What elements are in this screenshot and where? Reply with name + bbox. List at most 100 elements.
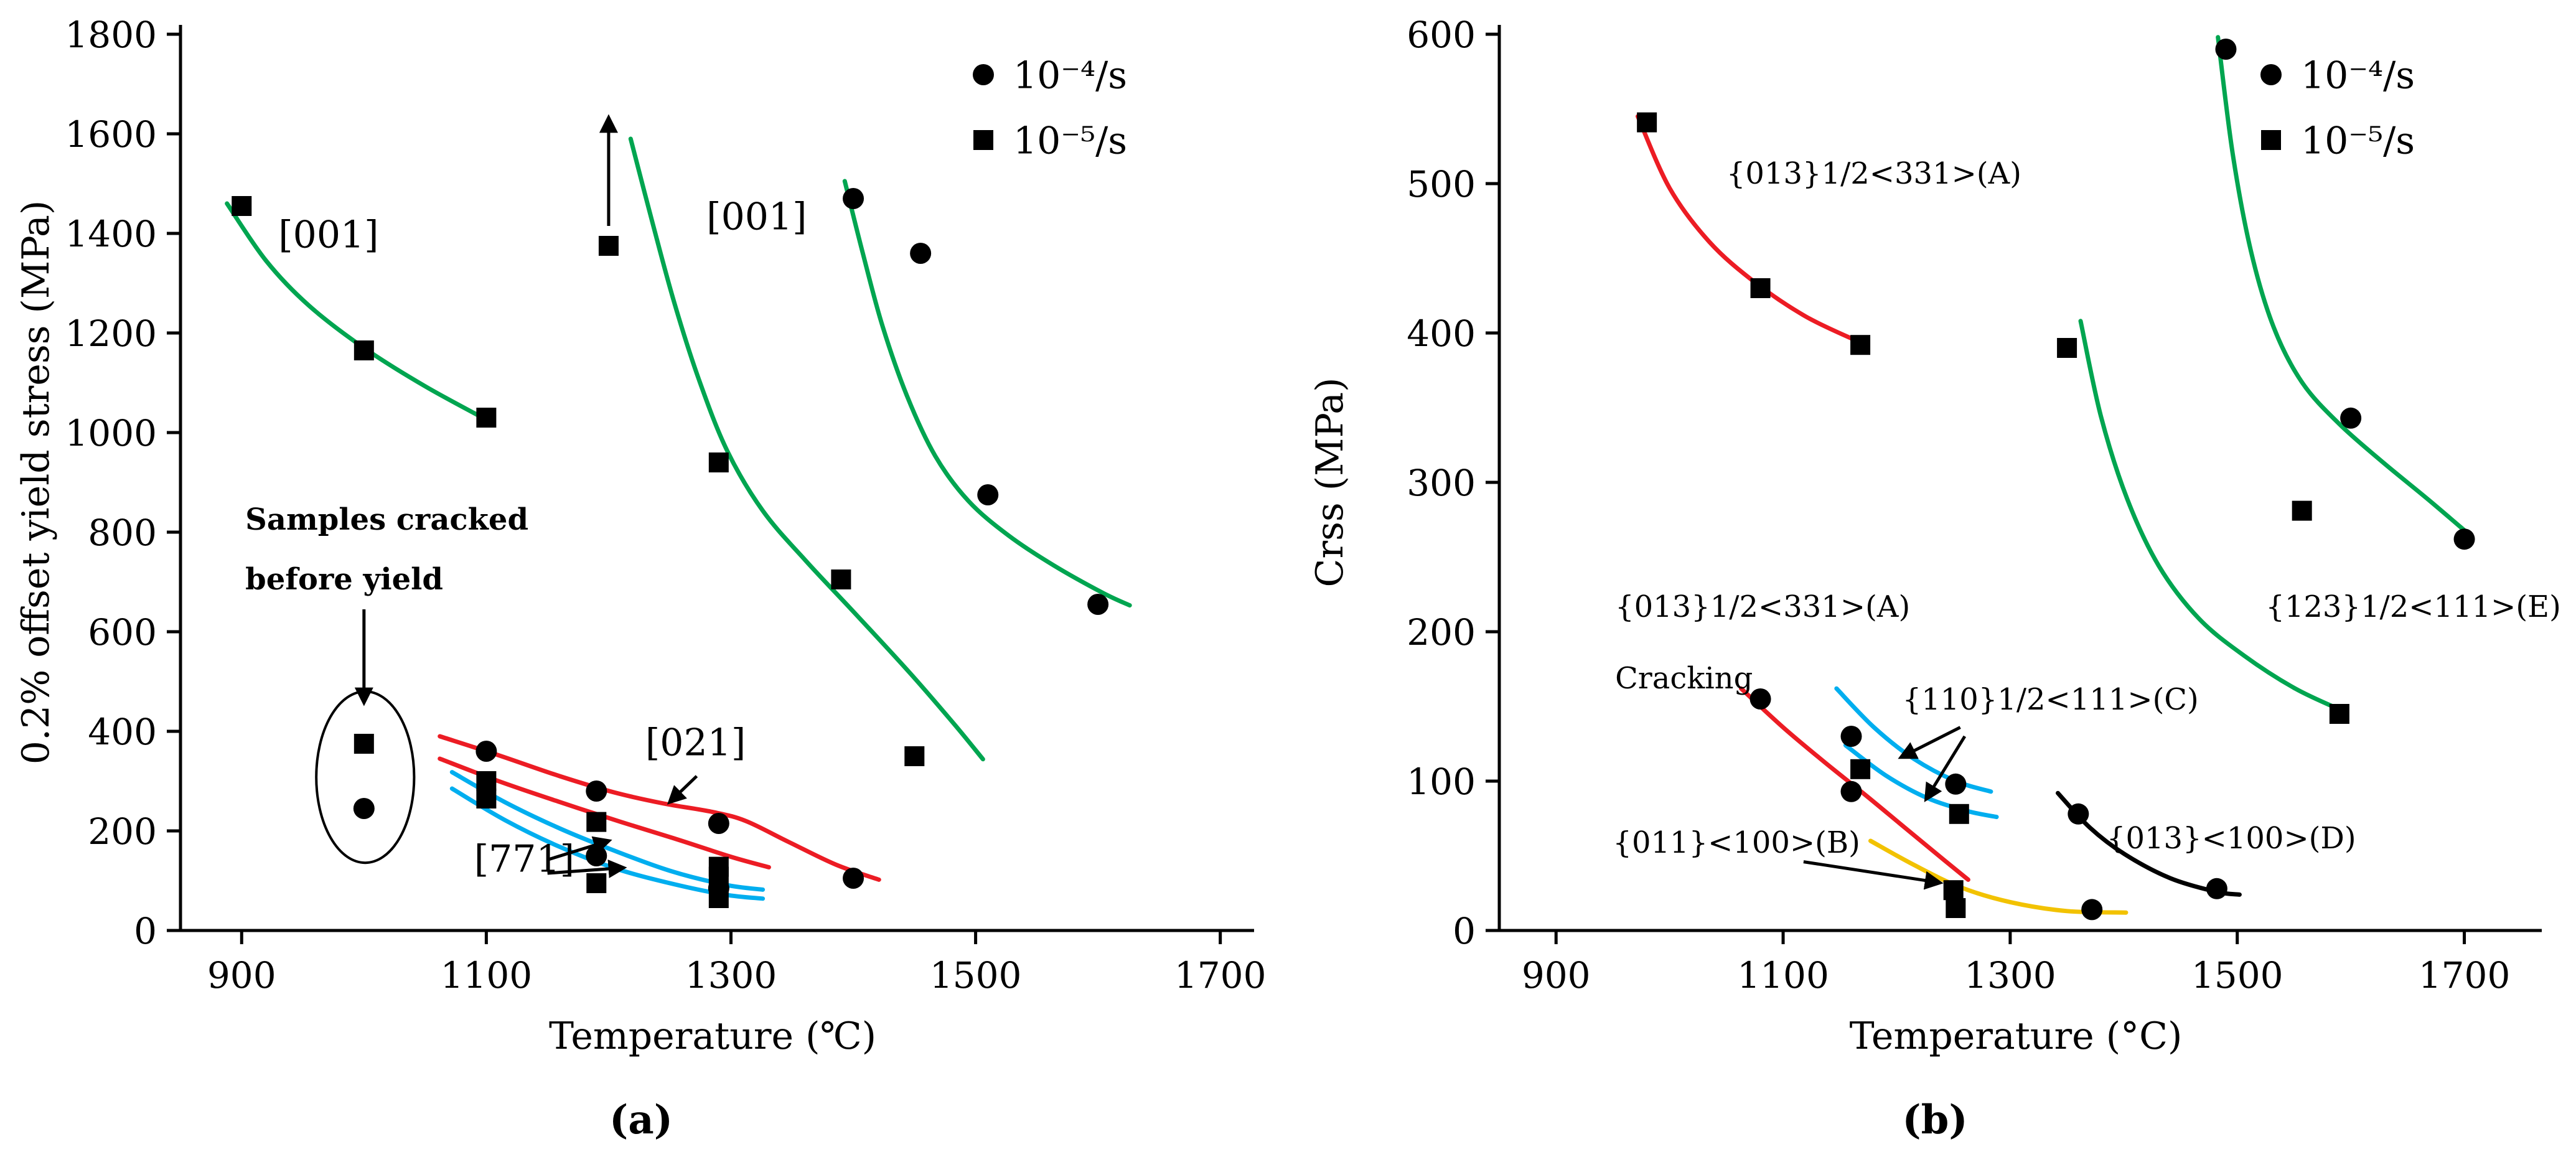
caption-a: (a): [609, 1097, 673, 1143]
point-green-001-ci: [910, 243, 932, 264]
y-tick-label: 500: [1407, 163, 1476, 205]
annotation-text: [021]: [645, 721, 746, 764]
point-extra: [708, 866, 729, 887]
y-tick-label: 1400: [65, 213, 157, 255]
curve-yellow-B: [1868, 838, 2129, 915]
panel-a: 900 1100 1300 1500 1700 0 200 400 600 800 1000 1200…: [0, 0, 1282, 1167]
legend-marker-circle: [2260, 64, 2282, 85]
point-green-001-sq-high: [904, 746, 925, 766]
y-tick-label: 400: [88, 711, 157, 753]
point-red-021-sq: [586, 812, 607, 832]
point-red-A-ci-cracking: [1840, 780, 1862, 802]
x-tick-label: 1100: [441, 954, 533, 996]
point-cyan-C-sq: [1949, 804, 1969, 824]
point-green-001-ci: [1087, 594, 1109, 615]
curve-green-E-sq: [2078, 319, 2345, 713]
point-red-A-sq: [1850, 335, 1871, 355]
y-tick-label: 0: [134, 910, 157, 952]
annotation-arrow: [667, 775, 698, 805]
point-extra: [353, 798, 375, 819]
y-tick-label: 400: [1407, 312, 1476, 355]
panel-b: 900 1100 1300 1500 1700 0 100 200 300 400 500 600 Te…: [1294, 0, 2576, 1167]
annotation-arrow: [1898, 726, 1961, 759]
point-green-001-sq-high: [708, 452, 729, 472]
legend-label: 10⁻⁴/s: [2301, 54, 2415, 98]
annotation-text: {123}1/2<111>(E): [2265, 589, 2561, 624]
point-extra: [2292, 500, 2312, 521]
point-red-A-sq: [1637, 112, 1657, 133]
curve-red-021-sq: [438, 756, 771, 869]
y-tick-label: 100: [1407, 761, 1476, 803]
x-tick-label: 1300: [685, 954, 777, 996]
annotation-text: [001]: [278, 213, 378, 256]
point-extra: [354, 734, 374, 754]
chart-svg-b: 900 1100 1300 1500 1700 0 100 200 300 400 500 600 Te…: [1308, 14, 2561, 1058]
annotation-text: Cracking: [1615, 661, 1753, 696]
curve-green-001-ci: [842, 179, 1132, 608]
curve-red-021-ci: [438, 734, 881, 882]
point-extra: [1946, 898, 1966, 918]
y-tick-label: 800: [88, 512, 157, 554]
point-cyan-771-sq: [586, 873, 607, 893]
point-red-021-sq: [476, 771, 497, 791]
y-tick-label: 1600: [65, 113, 157, 156]
chart-svg-a: 900 1100 1300 1500 1700 0 200 400 600 800 1000 1200…: [14, 14, 1267, 1058]
point-red-021-ci: [843, 868, 864, 889]
y-tick-label: 1800: [65, 14, 157, 56]
annotation-arrow: [1924, 735, 1967, 802]
x-tick-label: 1700: [1174, 954, 1267, 996]
point-red-021-ci: [475, 741, 497, 762]
x-axis-label: Temperature (℃): [549, 1015, 876, 1058]
point-green-001-sq-high: [831, 569, 851, 589]
point-green-E-sq: [2329, 704, 2349, 724]
point-green-001-sq-low: [354, 340, 374, 360]
point-green-001-ci: [843, 188, 864, 209]
legend-marker-circle: [973, 64, 994, 85]
x-tick-label: 900: [1522, 954, 1591, 996]
annotation-text: [771]: [474, 838, 574, 881]
y-axis-label: Crss (MPa): [1308, 378, 1352, 588]
legend-marker-square: [973, 130, 993, 150]
y-axis-label: 0.2% offset yield stress (MPa): [14, 200, 58, 764]
y-tick-label: 600: [1407, 14, 1476, 56]
point-green-001-sq-high: [598, 236, 619, 256]
point-cyan-C-ci: [1945, 773, 1967, 795]
annotation-arrow: [1803, 860, 1944, 890]
annotation-text: {110}1/2<111>(C): [1903, 682, 2199, 717]
point-cyan-771-sq: [708, 888, 729, 908]
point-red-021-ci: [586, 780, 607, 802]
point-green-001-sq-low: [232, 196, 252, 216]
curve-red-A-sq: [1636, 114, 1862, 344]
curve-red-A-ci-cracking: [1739, 686, 1970, 882]
point-cyan-C-sq: [1850, 759, 1871, 779]
legend-label: 10⁻⁵/s: [2301, 120, 2415, 163]
annotation-text: {013}1/2<331>(A): [1615, 589, 1910, 624]
x-tick-label: 900: [207, 954, 276, 996]
annotation-text: before yield: [245, 562, 443, 597]
legend-marker-square: [2261, 130, 2281, 150]
legend-label: 10⁻⁵/s: [1013, 120, 1127, 163]
annotation-ellipse: [315, 690, 416, 865]
point-green-E-ci: [2340, 407, 2362, 429]
y-tick-label: 1000: [65, 412, 157, 454]
curve-cyan-C-sq: [1843, 743, 1999, 820]
point-red-A-ci-cracking: [1749, 688, 1771, 710]
x-tick-label: 1500: [2191, 954, 2283, 996]
annotation-arrow: [546, 836, 612, 861]
annotation-text: Samples cracked: [245, 502, 528, 537]
x-tick-label: 1100: [1737, 954, 1829, 996]
x-tick-label: 1300: [1964, 954, 2056, 996]
point-red-021-ci: [708, 813, 729, 834]
x-axis-label: Temperature (°C): [1850, 1015, 2183, 1058]
y-tick-label: 200: [1407, 611, 1476, 654]
point-green-E-ci: [2453, 528, 2475, 550]
point-cyan-771-sq: [476, 789, 497, 808]
y-tick-label: 200: [88, 810, 157, 853]
x-tick-label: 1700: [2419, 954, 2511, 996]
curve-green-E-ci: [2216, 35, 2473, 538]
annotation-text: {013}<100>(D): [2107, 821, 2356, 856]
point-green-E-sq: [2057, 338, 2077, 358]
curve-green-001-sq-low: [225, 201, 492, 424]
chart-a: 900 1100 1300 1500 1700 0 200 400 600 800 1000 1200…: [0, 0, 1282, 1089]
